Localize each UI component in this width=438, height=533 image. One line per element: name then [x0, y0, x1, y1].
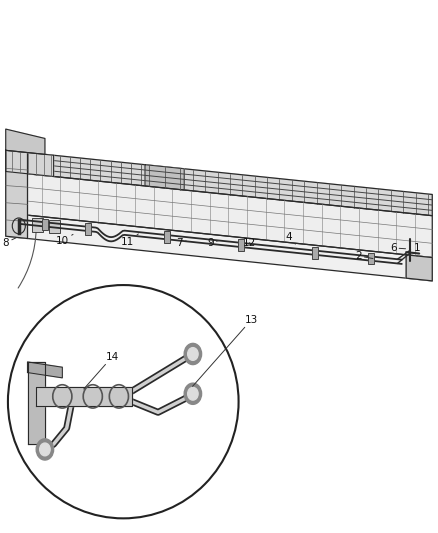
Text: 9: 9 [207, 238, 219, 248]
Polygon shape [28, 362, 45, 444]
Text: 4: 4 [285, 232, 295, 244]
Ellipse shape [8, 285, 239, 519]
Text: 1: 1 [414, 243, 420, 256]
Text: 10: 10 [56, 235, 73, 246]
Bar [368, 253, 374, 264]
Polygon shape [28, 362, 62, 378]
Polygon shape [6, 213, 432, 281]
Text: 8: 8 [3, 238, 16, 248]
Bar [238, 239, 244, 251]
Polygon shape [6, 129, 45, 155]
Circle shape [184, 383, 201, 405]
Bar [85, 223, 92, 235]
Text: 12: 12 [243, 238, 256, 248]
Circle shape [184, 343, 201, 365]
Polygon shape [36, 387, 132, 406]
Bar [49, 220, 60, 233]
Bar [32, 218, 43, 231]
Bar [312, 247, 318, 259]
Polygon shape [145, 165, 184, 190]
Text: 6: 6 [390, 243, 406, 253]
Polygon shape [406, 255, 432, 281]
Polygon shape [6, 150, 432, 216]
Polygon shape [6, 172, 432, 257]
Polygon shape [6, 150, 53, 176]
Text: 2: 2 [355, 251, 373, 261]
Text: 13: 13 [193, 314, 258, 386]
Circle shape [187, 387, 198, 400]
Text: 11: 11 [121, 234, 138, 247]
Bar [164, 231, 170, 243]
Bar [42, 219, 48, 230]
Circle shape [40, 443, 50, 456]
Circle shape [36, 439, 53, 460]
Polygon shape [6, 150, 28, 238]
Text: 7: 7 [177, 238, 186, 248]
Circle shape [187, 348, 198, 360]
Text: 14: 14 [84, 352, 119, 389]
